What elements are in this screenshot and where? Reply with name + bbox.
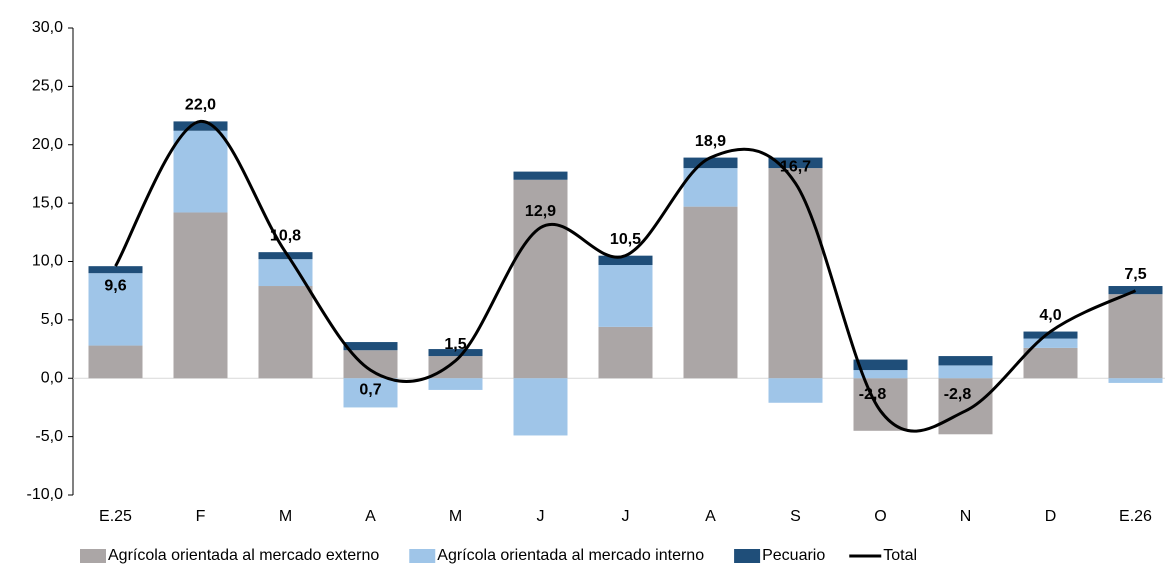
y-tick-label: 0,0 (41, 369, 63, 386)
y-tick-label: -5,0 (35, 428, 63, 445)
bar-segment (343, 378, 398, 408)
bar-segment (598, 326, 653, 379)
y-tick-label: 30,0 (32, 19, 63, 36)
bar-segment (768, 157, 823, 169)
y-tick-label: 20,0 (32, 136, 63, 153)
bar-segment (938, 356, 993, 366)
y-tick-label: -10,0 (27, 486, 64, 503)
bar-segment (598, 255, 653, 266)
data-label: 9,6 (104, 277, 126, 294)
bar-segment (88, 345, 143, 379)
legend-swatch (409, 549, 436, 563)
data-label: -2,8 (944, 386, 972, 403)
x-tick-label: O (874, 508, 886, 525)
data-label: 22,0 (185, 97, 216, 114)
x-tick-label: M (279, 508, 292, 525)
bar-segment (938, 378, 993, 435)
x-tick-label: N (960, 508, 972, 525)
data-label: -2,8 (859, 386, 887, 403)
legend-swatch (734, 549, 761, 563)
data-label: 12,9 (525, 203, 556, 220)
total-line (114, 119, 1137, 433)
x-tick-label: E.25 (99, 508, 132, 525)
bar-segment (768, 168, 823, 379)
x-tick-label: F (196, 508, 206, 525)
bar-segment (598, 265, 653, 327)
legend-label: Agrícola orientada al mercado externo (108, 547, 379, 564)
legend-label: Pecuario (762, 547, 825, 564)
bar-segment (1108, 294, 1163, 379)
bar-segment (1023, 347, 1078, 379)
bar-segment (683, 206, 738, 379)
bar-segment (513, 171, 568, 180)
bar-segment (173, 130, 228, 213)
data-label: 10,8 (270, 227, 301, 244)
legend-swatch (80, 549, 106, 563)
x-tick-label: S (790, 508, 801, 525)
data-label: 4,0 (1039, 307, 1061, 324)
x-tick-label: A (365, 508, 376, 525)
x-tick-label: J (537, 508, 545, 525)
data-label: 16,7 (780, 158, 811, 175)
bar-segment (428, 356, 483, 379)
bar-segment (1023, 338, 1078, 348)
bar-segment (173, 212, 228, 379)
bar-segment (683, 157, 738, 169)
y-tick-label: 10,0 (32, 253, 63, 270)
data-label: 1,5 (444, 336, 466, 353)
bar-segment (258, 252, 313, 260)
data-label: 18,9 (695, 133, 726, 150)
bar-segment (1108, 286, 1163, 295)
x-tick-label: A (705, 508, 716, 525)
bar-segment (513, 378, 568, 436)
data-label: 7,5 (1124, 266, 1146, 283)
bar-segment (853, 370, 908, 379)
bar-segment (853, 378, 908, 431)
x-tick-label: M (449, 508, 462, 525)
data-label: 10,5 (610, 231, 641, 248)
y-tick-label: 15,0 (32, 194, 63, 211)
x-tick-label: D (1045, 508, 1057, 525)
y-tick-label: 5,0 (41, 311, 63, 328)
bar-segment (428, 378, 483, 390)
bar-segment (428, 349, 483, 357)
bar-segment (1023, 331, 1078, 339)
y-tick-label: 25,0 (32, 78, 63, 95)
x-tick-label: E.26 (1119, 508, 1152, 525)
bar-segment (258, 286, 313, 379)
bar-segment (768, 378, 823, 403)
legend-label: Total (883, 547, 917, 564)
bar-segment (343, 342, 398, 351)
bar-segment (88, 273, 143, 346)
x-tick-label: J (622, 508, 630, 525)
bar-segment (1108, 378, 1163, 383)
data-label: 0,7 (359, 381, 381, 398)
bar-segment (88, 266, 143, 274)
bar-segment (938, 365, 993, 379)
bar-segment (853, 359, 908, 371)
bar-segment (513, 179, 568, 379)
bar-segment (173, 121, 228, 131)
legend-label: Agrícola orientada al mercado interno (437, 547, 704, 564)
